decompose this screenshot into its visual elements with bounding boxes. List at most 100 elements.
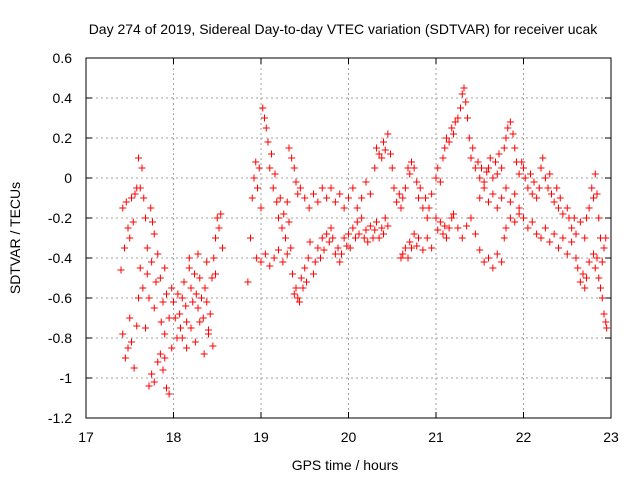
data-point (176, 310, 184, 318)
data-point (404, 254, 412, 262)
data-point (462, 98, 470, 106)
data-point (506, 214, 514, 222)
data-point (180, 278, 188, 286)
data-point (388, 164, 396, 172)
y-tick-label: -0.6 (48, 290, 72, 306)
data-point (288, 154, 296, 162)
data-point (323, 194, 331, 202)
data-point (410, 164, 418, 172)
data-point (353, 204, 361, 212)
data-point (434, 226, 442, 234)
data-point (603, 324, 611, 332)
data-point (486, 154, 494, 162)
data-point (445, 224, 453, 232)
data-point (537, 164, 545, 172)
data-point (270, 254, 278, 262)
data-point (178, 294, 186, 302)
data-point (296, 298, 303, 306)
data-point (371, 226, 379, 234)
data-point (559, 210, 567, 218)
data-point (443, 134, 450, 142)
data-point (262, 124, 270, 132)
data-point (252, 158, 260, 166)
data-point (375, 150, 383, 158)
data-point (362, 226, 370, 234)
data-point (406, 170, 414, 178)
data-point (511, 218, 519, 226)
data-point (273, 198, 281, 206)
y-axis-label: SDTVAR / TECUs (7, 182, 23, 294)
data-point (553, 184, 561, 192)
data-point (474, 158, 482, 166)
data-point (436, 178, 444, 186)
data-point (290, 164, 298, 172)
data-point (415, 194, 422, 202)
data-point (168, 284, 176, 292)
data-point (572, 254, 580, 262)
data-point (399, 194, 407, 202)
data-point (443, 234, 450, 242)
data-point (595, 274, 603, 282)
data-point (593, 254, 601, 262)
data-point (131, 190, 139, 198)
data-point (299, 284, 307, 292)
data-point (266, 164, 274, 172)
data-point (378, 154, 386, 162)
data-point (139, 284, 147, 292)
data-point (498, 194, 506, 202)
data-point (264, 138, 272, 146)
data-point (304, 254, 312, 262)
plot-frame (85, 57, 612, 419)
data-point (524, 184, 532, 192)
data-point (563, 204, 571, 212)
data-point (537, 234, 545, 242)
data-point (415, 234, 422, 242)
data-point (130, 364, 138, 372)
data-point (206, 310, 214, 318)
data-point (419, 246, 427, 254)
data-point (441, 144, 449, 152)
data-point (457, 104, 464, 112)
y-tick-label: -0.4 (48, 250, 72, 266)
data-point (397, 204, 405, 212)
data-point (419, 204, 427, 212)
data-point (156, 274, 164, 282)
data-point (329, 234, 337, 242)
data-point (598, 294, 606, 302)
data-point (217, 210, 225, 218)
data-point (539, 154, 547, 162)
data-point (159, 298, 167, 306)
data-point (276, 194, 284, 202)
data-point (174, 290, 182, 298)
data-point (550, 198, 558, 206)
data-point (320, 246, 328, 254)
x-tick-label: 22 (516, 429, 532, 445)
data-point (196, 318, 204, 326)
data-point (142, 324, 149, 332)
data-point (476, 174, 484, 182)
data-point (410, 230, 418, 238)
data-point (597, 284, 604, 292)
data-point (159, 366, 167, 374)
data-point (331, 250, 339, 258)
data-point (358, 214, 366, 222)
data-point (450, 210, 457, 218)
data-point (121, 244, 128, 252)
data-point (358, 194, 366, 202)
data-point (441, 222, 449, 230)
data-point (423, 234, 431, 242)
data-point (563, 250, 571, 258)
x-tick-label: 23 (603, 429, 619, 445)
data-point (345, 194, 352, 202)
data-point (476, 246, 484, 254)
data-point (581, 284, 589, 292)
data-point (555, 204, 562, 212)
data-point (285, 144, 293, 152)
data-point (275, 246, 282, 254)
data-point (366, 222, 374, 230)
data-point (296, 184, 304, 192)
data-point (247, 234, 254, 242)
data-point (371, 164, 379, 172)
data-point (401, 184, 409, 192)
data-point (148, 370, 156, 378)
